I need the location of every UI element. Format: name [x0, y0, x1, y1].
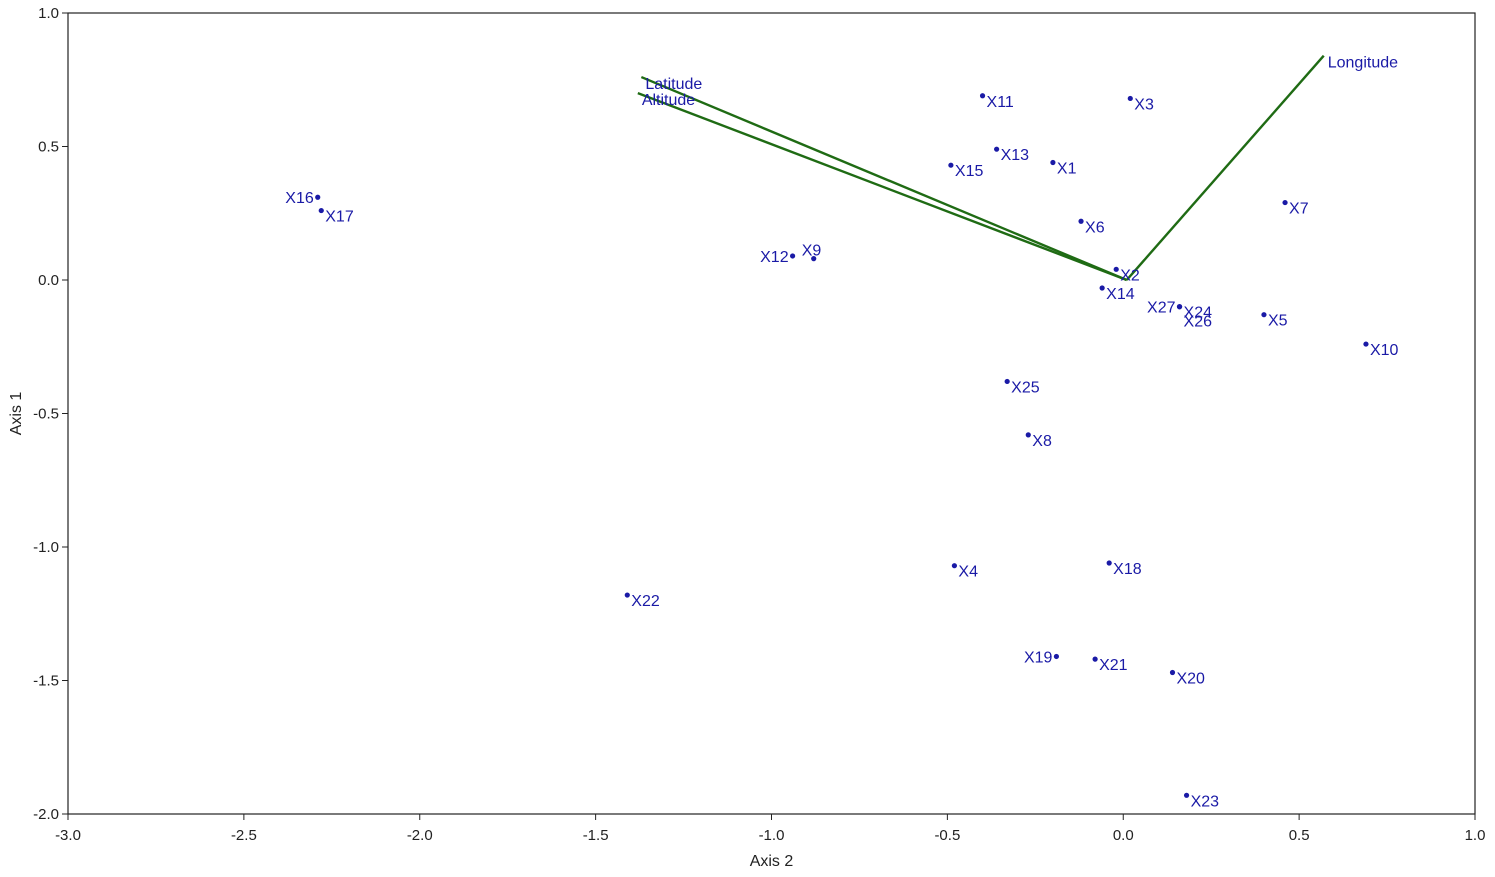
- x-tick-label: 1.0: [1465, 827, 1486, 844]
- x-tick-label: 0.5: [1289, 827, 1310, 844]
- x-tick-label: -0.5: [934, 827, 960, 844]
- point-x9: [811, 256, 817, 262]
- longitude-vector-label: Longitude: [1328, 55, 1398, 72]
- point-label-x13: X13: [1001, 147, 1030, 164]
- point-label-x9: X9: [802, 243, 822, 260]
- point-x5: [1261, 312, 1267, 318]
- point-x18: [1106, 560, 1112, 566]
- y-tick-label: -0.5: [33, 406, 59, 423]
- x-tick-label: -2.0: [407, 827, 433, 844]
- point-label-x3: X3: [1134, 96, 1154, 113]
- point-label-x18: X18: [1113, 561, 1142, 578]
- latitude-vector: [640, 75, 1128, 282]
- y-tick-label: -1.0: [33, 539, 59, 556]
- point-x20: [1169, 669, 1176, 676]
- point-label-x10: X10: [1370, 342, 1399, 359]
- point-x27: [1176, 304, 1183, 310]
- point-label-x12: X12: [760, 249, 789, 266]
- point-x23: [1183, 792, 1190, 798]
- point-label-x16: X16: [285, 190, 314, 207]
- point-x15: [948, 162, 954, 168]
- point-label-x22: X22: [631, 593, 660, 610]
- point-x21: [1092, 656, 1098, 662]
- point-label-x25: X25: [1011, 379, 1040, 396]
- point-label-x6: X6: [1085, 219, 1105, 236]
- altitude-vector-label: Altitude: [642, 92, 695, 109]
- y-tick-label: 0.0: [38, 272, 59, 289]
- x-axis-title: Axis 2: [750, 853, 794, 870]
- point-x22: [624, 592, 630, 598]
- point-label-x11: X11: [987, 94, 1014, 111]
- y-tick-label: 1.0: [38, 5, 59, 22]
- x-tick-label: -1.0: [759, 827, 785, 844]
- altitude-vector: [637, 91, 1128, 282]
- point-x10: [1363, 341, 1369, 347]
- longitude-vector: [1125, 54, 1325, 281]
- axis-ticks: -3.0 -2.5 -2.0 -1.5 -1.0 -0.5 0.0 0.5 1.0 1.0 0.5 0…: [33, 5, 1485, 844]
- point-label-x5: X5: [1268, 313, 1288, 330]
- point-label-x27: X27: [1147, 300, 1176, 317]
- point-x3: [1127, 95, 1133, 102]
- point-x6: [1078, 218, 1084, 224]
- point-x13: [994, 146, 1000, 152]
- y-tick-label: -2.0: [33, 806, 59, 823]
- point-label-x17: X17: [325, 209, 354, 226]
- point-label-x15: X15: [955, 163, 984, 180]
- point-x16: [315, 194, 321, 200]
- point-label-x7: X7: [1289, 201, 1309, 218]
- point-label-x26: X26: [1184, 314, 1213, 331]
- y-tick-label: -1.5: [33, 673, 59, 690]
- plot-frame: [67, 12, 1476, 815]
- point-x12: [790, 253, 796, 259]
- point-label-x19: X19: [1024, 649, 1053, 666]
- point-x7: [1282, 199, 1288, 206]
- y-axis-title: Axis 1: [8, 392, 25, 436]
- x-tick-label: 0.0: [1113, 827, 1134, 844]
- point-label-x24: X24: [1184, 305, 1213, 322]
- latitude-vector-label: Latitude: [645, 76, 702, 93]
- x-tick-label: -1.5: [583, 827, 609, 844]
- point-label-x20: X20: [1176, 670, 1205, 687]
- point-label-x1: X1: [1057, 161, 1077, 178]
- point-x8: [1025, 432, 1031, 438]
- point-x25: [1004, 378, 1010, 385]
- point-label-x23: X23: [1191, 793, 1220, 810]
- point-x4: [951, 563, 958, 569]
- point-label-x2: X2: [1120, 267, 1140, 284]
- point-x19: [1053, 653, 1060, 660]
- point-label-x14: X14: [1106, 286, 1135, 303]
- point-label-x8: X8: [1032, 433, 1052, 450]
- x-tick-label: -3.0: [55, 827, 81, 844]
- point-x2: [1113, 266, 1119, 272]
- point-x11: [979, 93, 986, 99]
- x-tick-label: -2.5: [231, 827, 257, 844]
- point-x1: [1050, 159, 1056, 166]
- point-x17: [318, 207, 324, 214]
- y-tick-label: 0.5: [38, 139, 59, 156]
- point-x14: [1099, 285, 1105, 291]
- point-label-x21: X21: [1099, 657, 1128, 674]
- point-label-x4: X4: [958, 564, 978, 581]
- data-points: X1 X2 X3 X4 X5 X6 X7 X8 X9 X10 X11 X12 X13 X14 X15 X16 X…: [285, 93, 1399, 810]
